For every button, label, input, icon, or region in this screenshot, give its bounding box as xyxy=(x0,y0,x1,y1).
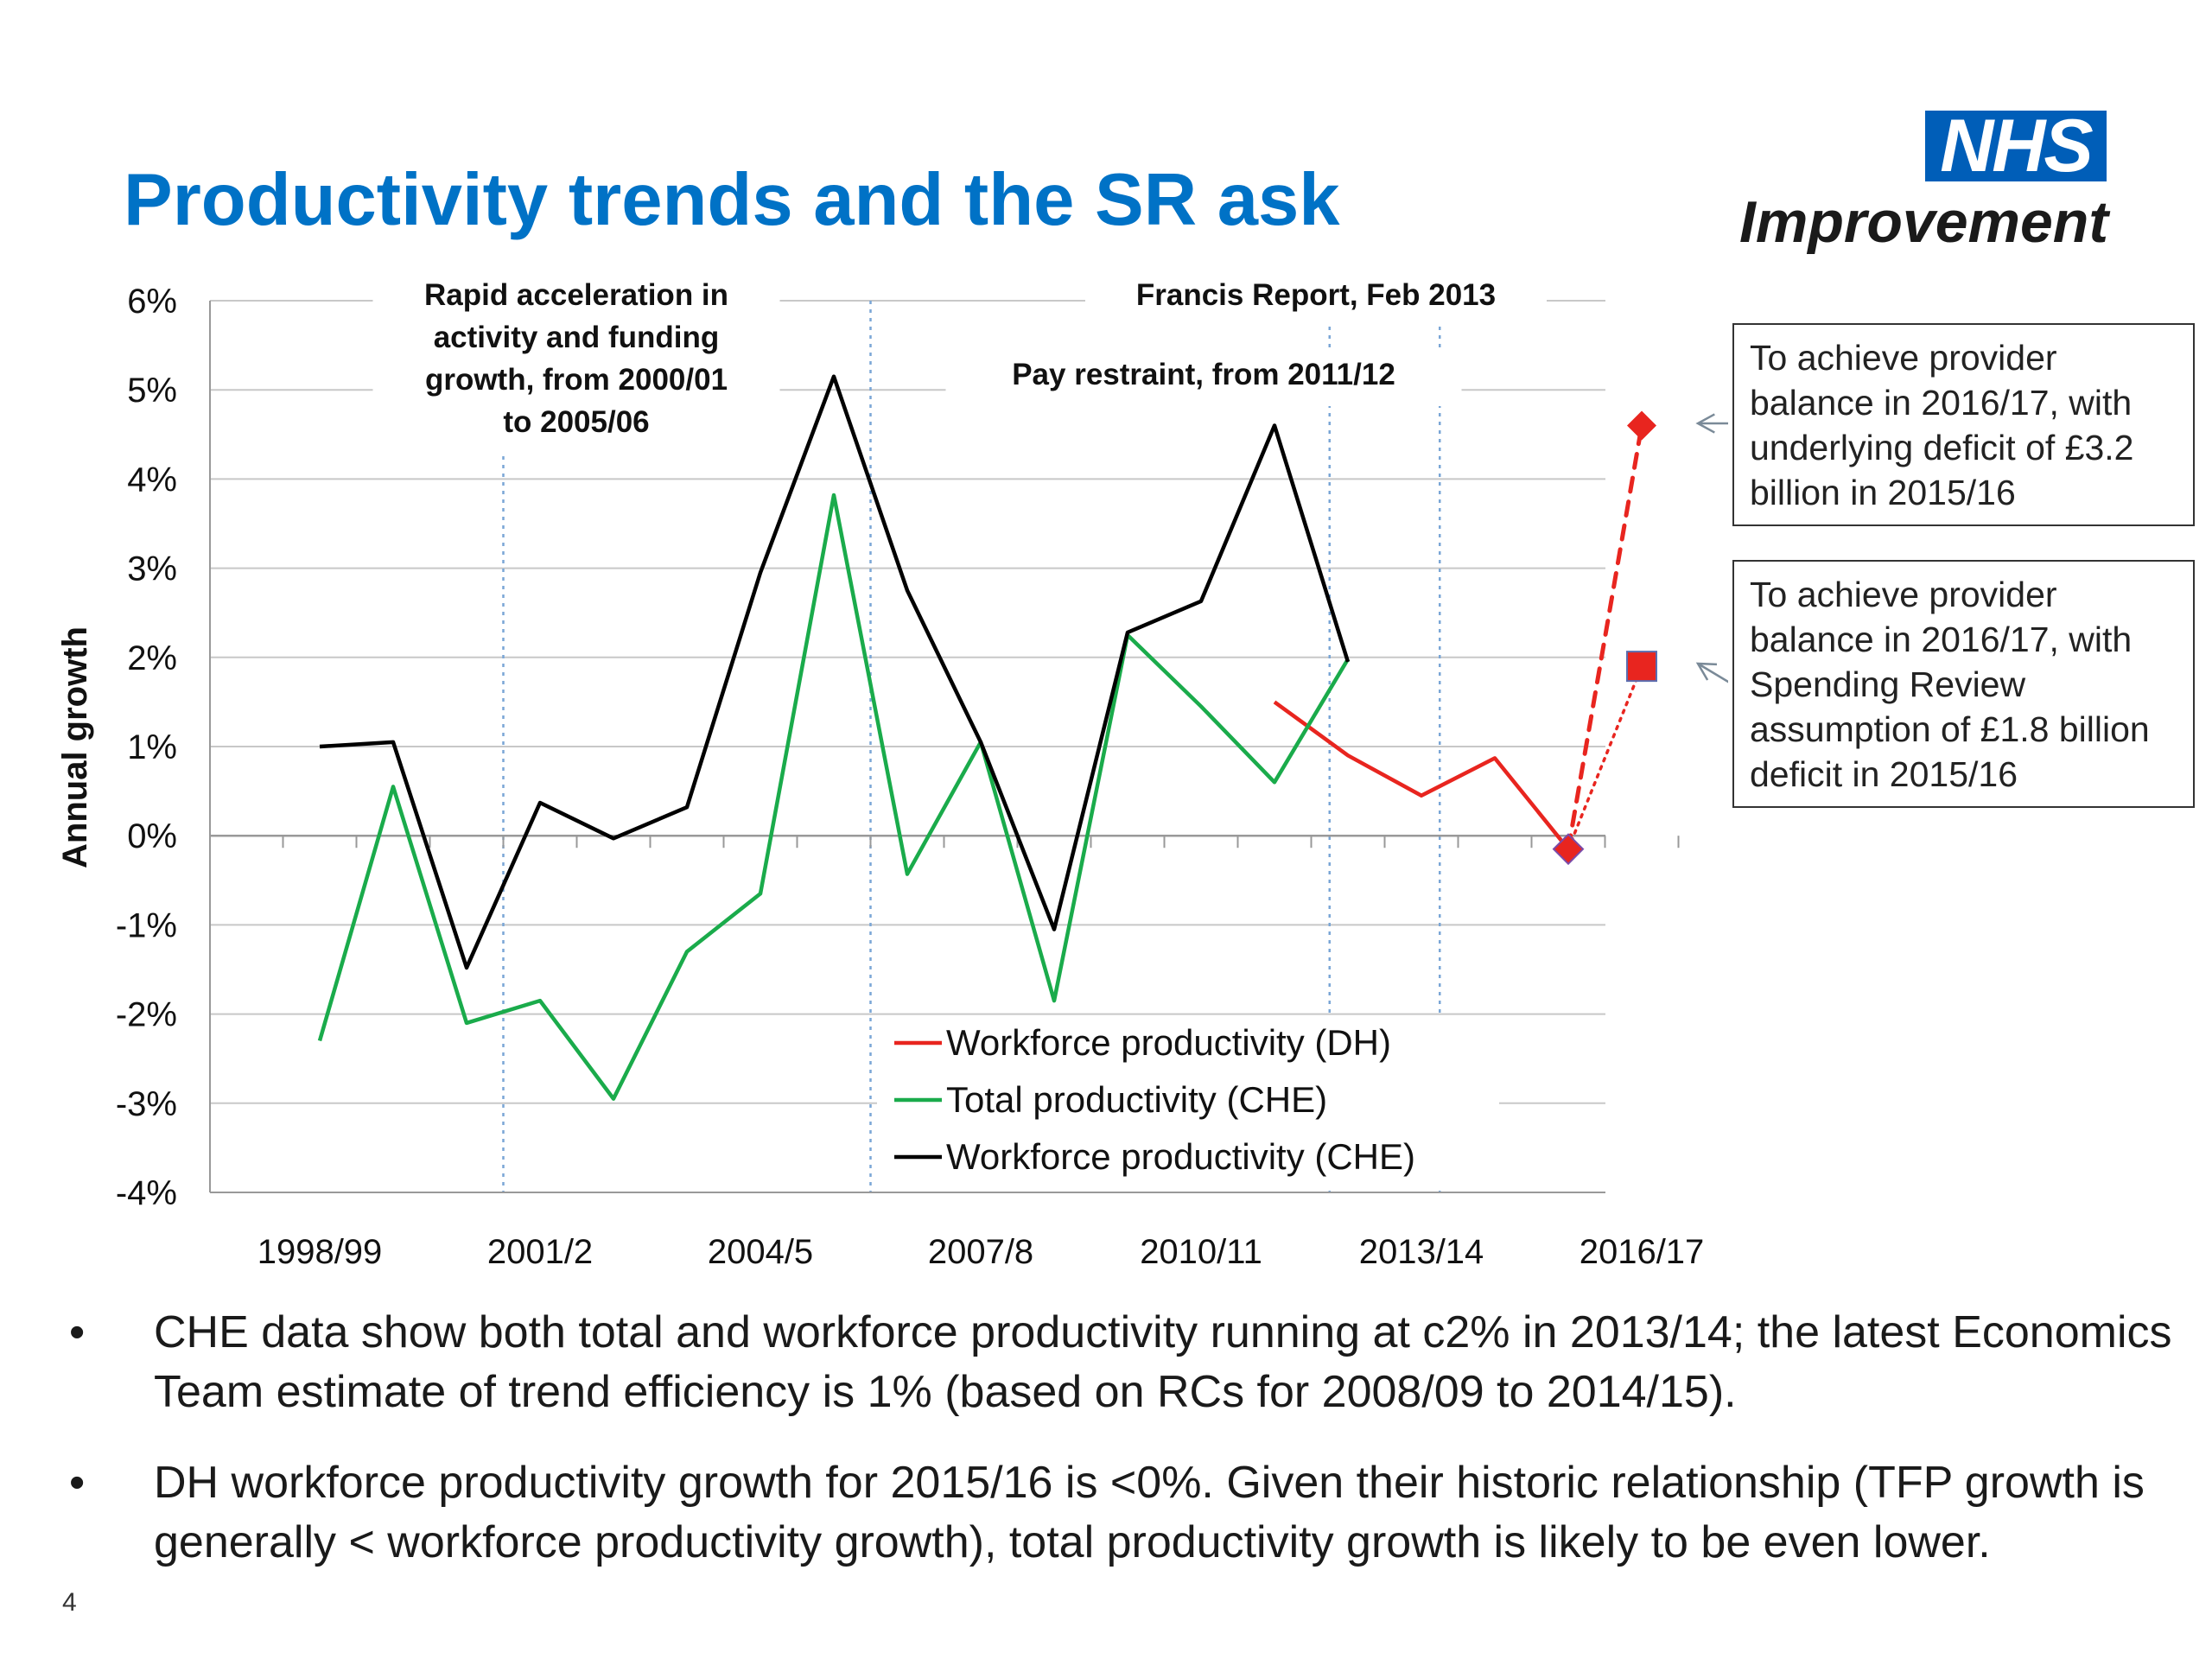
projection-marker-square xyxy=(1626,651,1657,683)
x-tick-label: 2013/14 xyxy=(1359,1233,1484,1271)
x-tick-label: 2004/5 xyxy=(708,1233,813,1271)
y-tick-label: 5% xyxy=(127,372,177,410)
y-axis-label: Annual growth xyxy=(56,626,94,868)
annotation-line: Pay restraint, from 2011/12 xyxy=(1012,358,1395,391)
y-tick-label: -1% xyxy=(116,906,177,944)
projection-line xyxy=(1566,423,1644,852)
y-tick-label: -3% xyxy=(116,1085,177,1123)
annotation-background xyxy=(1085,272,1547,327)
annotation-text: Francis Report, Feb 2013 xyxy=(1136,278,1496,312)
annotation-line: to 2005/06 xyxy=(503,405,649,439)
annotation-background xyxy=(945,352,1462,406)
series-line xyxy=(317,493,1350,1101)
bullet-text: DH workforce productivity growth for 201… xyxy=(154,1458,2145,1567)
series-lines xyxy=(317,374,1570,1101)
bullet-list: • CHE data show both total and workforce… xyxy=(60,1303,2186,1604)
annotation-francis-report: Francis Report, Feb 2013 xyxy=(1085,272,1547,327)
productivity-chart: 6% 5% 4% 3% 2% 1% 0% -1% -2% -3% -4% 1998/99 2001/2 2… xyxy=(56,272,1728,1271)
callout-arrow xyxy=(1697,662,1728,683)
callout-underlying-deficit: To achieve provider balance in 2016/17, … xyxy=(1732,323,2195,526)
series-line xyxy=(1273,700,1570,851)
x-tick-label: 1998/99 xyxy=(257,1233,383,1271)
nhs-logo: NHS xyxy=(1925,109,2107,183)
projection-line xyxy=(1567,664,1643,851)
start-marker-diamond xyxy=(1552,833,1585,866)
annotation-line: Francis Report, Feb 2013 xyxy=(1136,278,1496,312)
axes: 6% 5% 4% 3% 2% 1% 0% -1% -2% -3% -4% 1998/99 2001/2 2… xyxy=(56,283,1704,1271)
y-tick-label: -2% xyxy=(116,996,177,1034)
annotation-pay-restraint: Pay restraint, from 2011/12 xyxy=(945,352,1462,406)
projections xyxy=(1552,410,1728,866)
annotation-text: Rapid acceleration in activity and fundin… xyxy=(424,278,728,439)
annotations: Rapid acceleration in activity and fundin… xyxy=(372,272,1547,454)
y-tick-label: 4% xyxy=(127,461,177,499)
bullet-text: CHE data show both total and workforce p… xyxy=(154,1307,2172,1417)
annotation-rapid-acceleration: Rapid acceleration in activity and fundin… xyxy=(372,272,780,454)
x-tick-label: 2001/2 xyxy=(487,1233,593,1271)
legend: Workforce productivity (DH) Total product… xyxy=(877,1015,1499,1188)
y-tick-label: 6% xyxy=(127,283,177,321)
page-number: 4 xyxy=(62,1588,77,1617)
bullet-symbol: • xyxy=(69,1307,86,1357)
callout-spending-review: To achieve provider balance in 2016/17, … xyxy=(1732,560,2195,808)
x-tick-label: 2007/8 xyxy=(928,1233,1033,1271)
callout-arrowhead xyxy=(1695,662,1718,681)
legend-label: Total productivity (CHE) xyxy=(946,1079,1327,1120)
x-tick-label: 2010/11 xyxy=(1140,1233,1262,1271)
y-tick-label: 2% xyxy=(127,639,177,677)
slide-title: Productivity trends and the SR ask xyxy=(124,159,1340,241)
bullet-item: • CHE data show both total and workforce… xyxy=(60,1303,2186,1422)
annotation-background xyxy=(372,272,780,454)
series-line xyxy=(319,374,1351,970)
legend-label: Workforce productivity (DH) xyxy=(946,1022,1391,1063)
y-tick-label: 1% xyxy=(127,728,177,766)
bullet-symbol: • xyxy=(69,1458,86,1508)
y-tick-label: 0% xyxy=(127,817,177,855)
legend-label: Workforce productivity (CHE) xyxy=(946,1136,1415,1177)
projection-marker-diamond xyxy=(1627,410,1656,441)
bullet-item: • DH workforce productivity growth for 2… xyxy=(60,1453,2186,1573)
annotation-line: Rapid acceleration in xyxy=(424,278,728,312)
annotation-line: activity and funding xyxy=(434,321,720,354)
logo-text: Improvement xyxy=(1739,189,2108,255)
y-tick-label: 3% xyxy=(127,550,177,588)
annotation-line: growth, from 2000/01 xyxy=(425,363,728,397)
y-tick-label: -4% xyxy=(116,1174,177,1212)
callout-arrowhead xyxy=(1695,413,1715,434)
legend-background xyxy=(877,1015,1499,1188)
x-tick-label: 2016/17 xyxy=(1580,1233,1705,1271)
annotation-text: Pay restraint, from 2011/12 xyxy=(1012,358,1395,391)
